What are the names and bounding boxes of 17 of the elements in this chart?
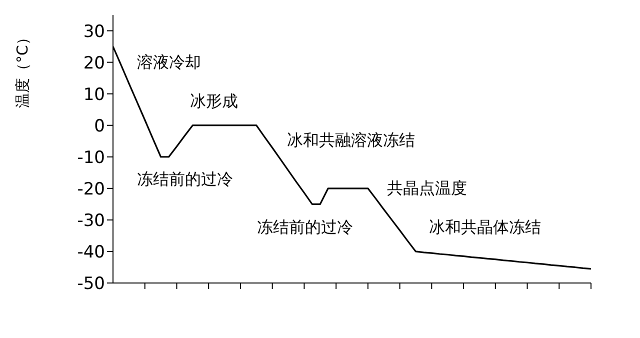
y-tick-label: 0 (94, 116, 105, 136)
annotation: 冻结前的过冷 (137, 169, 233, 188)
y-tick-label: -20 (77, 179, 105, 200)
annotation: 冰和共融溶液冻结 (287, 130, 415, 150)
y-tick-label: -40 (77, 242, 105, 263)
annotation: 溶液冷却 (137, 52, 201, 72)
annotation: 共晶点温度 (387, 178, 467, 198)
y-axis-title: 温度（°C） (13, 30, 32, 108)
y-tick-label: -50 (77, 274, 105, 294)
y-tick-label: 30 (83, 22, 105, 42)
annotation: 冰和共晶体冻结 (429, 217, 541, 236)
y-tick-label: 10 (83, 84, 105, 105)
y-tick-label: -30 (77, 210, 105, 231)
y-tick-label: -10 (77, 148, 105, 168)
annotation: 冻结前的过冷 (257, 217, 353, 236)
annotation: 冰形成 (190, 91, 238, 110)
y-tick-label: 20 (83, 53, 105, 74)
